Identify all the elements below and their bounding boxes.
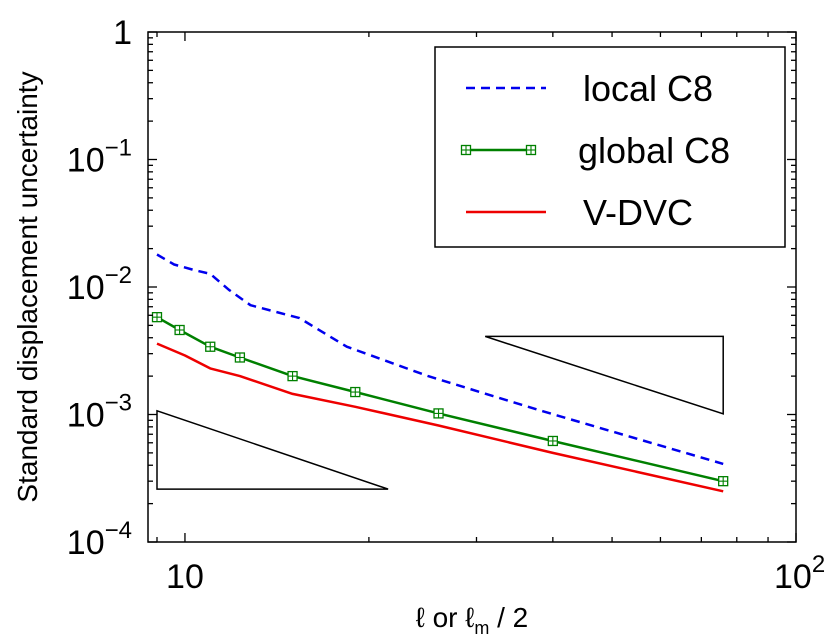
- y-tick-label: 1: [113, 14, 132, 52]
- legend-box: [434, 46, 786, 248]
- data-point-global-c8: [718, 476, 729, 487]
- slope-triangle-2: [484, 335, 724, 415]
- series-line-local-c8: [156, 253, 724, 466]
- slope-triangle-1: [156, 409, 389, 490]
- legend-label-global-c8: global C8: [578, 130, 730, 171]
- legend: local C8 global C8 V-DVC: [434, 46, 786, 248]
- slope-triangles: [156, 335, 724, 490]
- x-tick-label: 102: [774, 551, 825, 596]
- series-local-c8: [156, 253, 724, 466]
- data-point-global-c8: [205, 341, 216, 352]
- series-line-v-dvc: [156, 342, 724, 493]
- data-point-global-c8: [151, 312, 163, 323]
- data-point-global-c8: [174, 324, 185, 336]
- y-tick-label: 10−4: [67, 517, 132, 562]
- data-point-global-c8: [234, 352, 246, 363]
- data-point-global-c8: [547, 435, 558, 447]
- data-point-global-c8: [433, 408, 444, 419]
- data-point-global-c8: [350, 386, 361, 398]
- legend-marker-left: [460, 144, 472, 156]
- series-global-c8: [151, 312, 729, 487]
- legend-label-v-dvc: V-DVC: [583, 192, 693, 233]
- legend-label-local-c8: local C8: [583, 68, 713, 109]
- series-v-dvc: [156, 342, 724, 493]
- y-tick-label: 10−3: [67, 390, 132, 435]
- data-point-global-c8: [287, 370, 298, 382]
- x-axis-label: ℓ or ℓm / 2: [416, 602, 528, 637]
- y-tick-label: 10−1: [67, 135, 132, 180]
- legend-marker-right: [525, 144, 537, 156]
- tick-labels: 1 10−1 10−2 10−3 10−4 10 102: [67, 14, 825, 596]
- x-tick-label: 10: [166, 558, 204, 596]
- y-tick-label: 10−2: [67, 262, 132, 307]
- legend-marker-global-c8: [460, 144, 537, 156]
- axis-ticks: [148, 31, 797, 543]
- y-axis-label: Standard displacement uncertainty: [12, 71, 43, 502]
- series-layer: [151, 253, 729, 493]
